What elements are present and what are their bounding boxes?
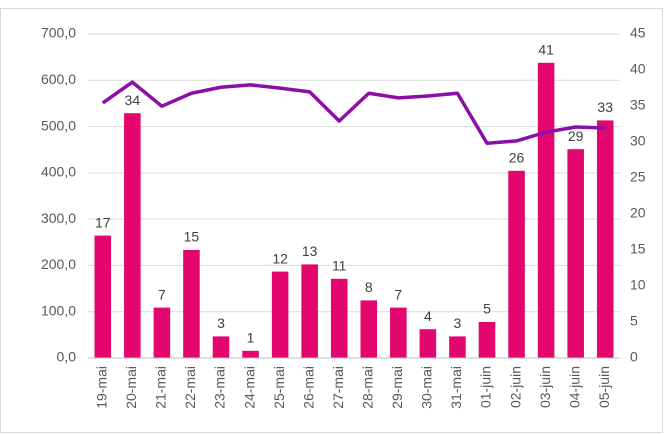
bar	[537, 62, 555, 359]
x-tick-label: 24-mai	[241, 366, 257, 409]
y-tick-label: 600,0	[41, 71, 76, 87]
data-label: 4	[424, 308, 432, 324]
x-tick-label: 28-mai	[359, 366, 375, 409]
y2-tick-label: 10	[630, 277, 646, 293]
y2-tick-label: 30	[630, 133, 646, 149]
x-tick-label: 01-juin	[478, 366, 494, 408]
y2-tick-label: 35	[630, 97, 646, 113]
data-label: 41	[538, 42, 554, 58]
x-tick-label: 03-juin	[537, 366, 553, 408]
y2-tick-label: 0	[630, 349, 638, 365]
bar	[212, 336, 230, 358]
x-tick-label: 27-mai	[330, 366, 346, 409]
data-label: 26	[509, 150, 525, 166]
y-tick-label: 200,0	[41, 256, 76, 272]
data-label: 5	[483, 301, 491, 317]
data-label: 7	[158, 286, 166, 302]
data-label: 15	[184, 229, 200, 245]
y2-tick-label: 15	[630, 241, 646, 257]
x-tick-label: 25-mai	[271, 366, 287, 409]
bar	[271, 271, 289, 358]
data-label: 34	[125, 92, 141, 108]
bar	[153, 307, 171, 358]
x-tick-label: 04-juin	[566, 366, 582, 408]
bar	[94, 235, 112, 358]
data-label: 17	[95, 214, 111, 230]
bar	[567, 149, 584, 358]
data-label: 1	[247, 330, 255, 346]
data-label: 11	[332, 258, 347, 274]
y-tick-label: 0,0	[57, 349, 77, 365]
y-tick-label: 400,0	[41, 164, 76, 180]
data-label: 13	[302, 243, 318, 259]
bar	[330, 278, 348, 358]
bar	[360, 300, 378, 358]
data-label: 3	[217, 315, 225, 331]
bar	[419, 329, 437, 358]
bar	[301, 264, 318, 358]
bar	[596, 120, 614, 359]
data-label: 8	[365, 279, 373, 295]
x-tick-label: 22-mai	[182, 366, 198, 409]
data-label: 33	[597, 99, 613, 115]
bar	[242, 350, 259, 358]
bar	[508, 170, 525, 358]
bar	[449, 336, 466, 358]
bar	[183, 250, 200, 358]
x-tick-label: 21-mai	[153, 366, 169, 409]
x-tick-label: 23-mai	[212, 366, 228, 409]
x-tick-label: 20-mai	[123, 366, 139, 409]
y-tick-label: 100,0	[41, 302, 76, 318]
line	[101, 80, 606, 145]
data-label: 29	[568, 128, 584, 144]
x-tick-label: 05-juin	[596, 366, 612, 408]
y2-tick-label: 20	[630, 205, 646, 221]
x-tick-label: 02-juin	[507, 366, 523, 408]
bar	[124, 113, 141, 358]
x-tick-label: 31-mai	[448, 366, 464, 409]
x-tick-label: 19-mai	[93, 366, 109, 409]
data-label: 7	[394, 286, 402, 302]
data-label: 3	[454, 315, 462, 331]
y-tick-label: 700,0	[41, 25, 76, 41]
data-label: 12	[272, 250, 288, 266]
y2-tick-label: 45	[630, 25, 646, 41]
x-tick-label: 26-mai	[300, 366, 316, 409]
y2-tick-label: 40	[630, 61, 646, 77]
y-tick-label: 500,0	[41, 117, 76, 133]
x-tick-label: 30-mai	[419, 366, 435, 409]
bar	[478, 322, 496, 358]
chart-border	[0, 8, 663, 433]
y2-tick-label: 5	[630, 313, 638, 329]
bar	[390, 307, 407, 358]
x-tick-label: 29-mai	[389, 366, 405, 409]
y2-tick-label: 25	[630, 169, 646, 185]
y-tick-label: 300,0	[41, 210, 76, 226]
